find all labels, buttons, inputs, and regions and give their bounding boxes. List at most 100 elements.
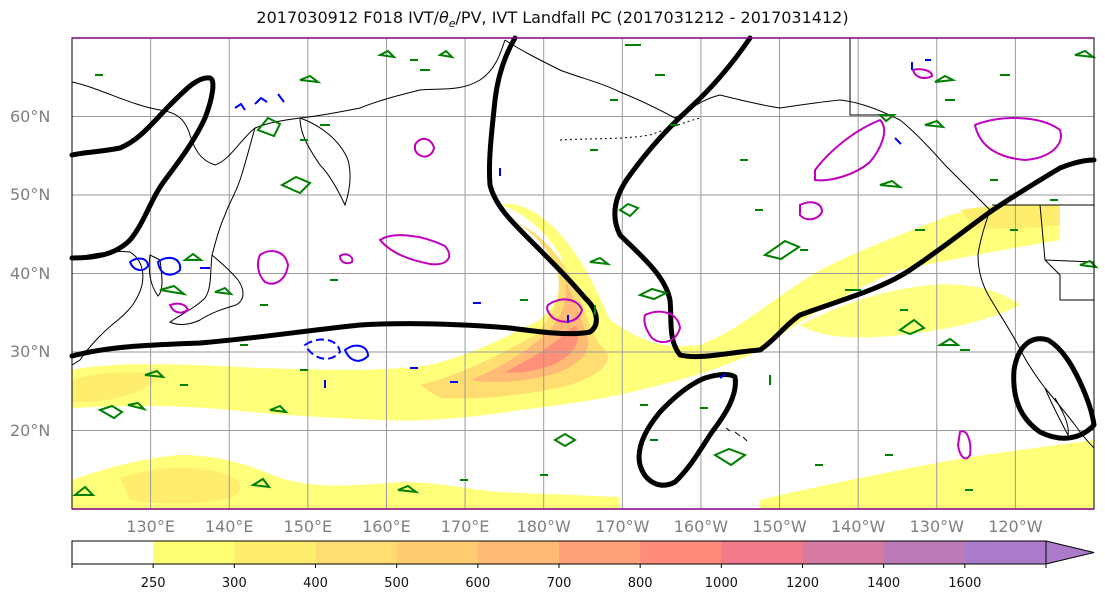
pv-pos-contour-33 xyxy=(260,279,771,385)
map-panel xyxy=(69,35,1099,510)
lat-label: 40°N xyxy=(10,263,51,283)
theta-e-contour-12 xyxy=(338,253,354,265)
pv-pos-contour-24 xyxy=(934,74,1010,83)
pv-neg-1 xyxy=(128,257,150,272)
pv-pos-contour-1 xyxy=(279,175,312,195)
pv-pos-contour-5 xyxy=(72,485,96,496)
coastlines xyxy=(71,38,1095,449)
pc-contour-west-loop xyxy=(69,75,216,261)
theta-e-contour-6 xyxy=(814,118,886,182)
pv-pos-contour-34 xyxy=(590,99,763,211)
colorbar-label: 250 xyxy=(140,576,166,591)
pv-pos-contour-35 xyxy=(650,179,1058,441)
ivt-shading xyxy=(72,204,1094,509)
pv-positive-contours xyxy=(72,44,1099,496)
coastline-korea xyxy=(148,254,163,297)
theta-e-contour-11 xyxy=(168,302,190,314)
pc-contour-central xyxy=(69,35,599,359)
pv-pos-contour-32 xyxy=(95,59,548,481)
theta-e-contour-10 xyxy=(911,68,934,79)
lon-label: 150°W xyxy=(752,517,807,536)
lon-label: 140°W xyxy=(830,517,886,536)
colorbar-box-0 xyxy=(72,541,154,564)
lon-label: 160°E xyxy=(362,517,411,536)
theta-e-contour-5 xyxy=(643,310,682,344)
pv-neg-8 xyxy=(200,267,418,388)
pv-negative-contours xyxy=(128,59,931,388)
coastline-baja xyxy=(1044,387,1069,437)
theta-e-contours xyxy=(168,68,1062,460)
lon-label: 140°E xyxy=(204,517,254,536)
coastline-japan xyxy=(169,254,244,325)
ivt-south-band-3 xyxy=(760,440,1094,509)
pv-pos-contour-15 xyxy=(589,256,612,266)
ivt-band-core-3 xyxy=(505,326,579,373)
pv-pos-contour-31 xyxy=(594,305,973,491)
pv-pos-contour-13 xyxy=(553,432,577,448)
pv-pos-contour-25 xyxy=(924,99,955,129)
ivt-east-patch xyxy=(800,284,1020,338)
colorbar-box-5 xyxy=(477,541,560,564)
colorbar-label: 1200 xyxy=(785,576,820,591)
ivt-south-band-2 xyxy=(120,467,241,504)
lat-label: 50°N xyxy=(10,185,51,204)
coastline-hawaii xyxy=(725,427,748,442)
lat-label: 20°N xyxy=(10,420,51,440)
colorbar-box-3 xyxy=(315,541,398,564)
colorbar-box-6 xyxy=(559,541,641,564)
colorbar-label: 1600 xyxy=(948,576,982,591)
pc-contour-east xyxy=(612,35,1097,360)
coastline-aleutians xyxy=(559,117,701,141)
pv-pos-contour-30 xyxy=(900,229,1099,351)
pv-neg-6 xyxy=(450,168,727,383)
pv-pos-contour-17 xyxy=(712,447,748,467)
lon-label: 180°W xyxy=(516,517,571,536)
colorbar-label: 1000 xyxy=(704,576,738,591)
pc-contour-hawaii-loop xyxy=(636,372,738,488)
lon-label: 150°E xyxy=(283,517,333,536)
pv-pos-contour-7 xyxy=(182,252,204,261)
pv-neg-5 xyxy=(234,93,285,111)
pv-pos-contour-19 xyxy=(845,289,926,336)
pv-pos-contour-9 xyxy=(144,369,166,379)
pv-pos-contour-2 xyxy=(299,74,322,84)
pv-pos-contour-18 xyxy=(762,239,802,261)
theta-e-contour-4 xyxy=(546,298,584,323)
colorbar-box-9 xyxy=(802,541,885,564)
pv-pos-contour-0 xyxy=(256,116,282,138)
pv-pos-contour-14 xyxy=(618,202,640,218)
theta-e-contour-1 xyxy=(414,137,436,158)
pv-pos-contour-20 xyxy=(936,337,961,346)
lon-label: 130°W xyxy=(909,517,964,536)
pv-neg-3 xyxy=(303,338,342,360)
pv-neg-7 xyxy=(894,59,931,145)
colorbar-box-10 xyxy=(883,541,966,564)
colorbar-label: 400 xyxy=(303,576,328,591)
ivt-ne-patch xyxy=(960,205,1060,229)
pv-pos-contour-10 xyxy=(180,384,289,414)
coastline-okhotsk xyxy=(211,127,256,256)
colorbar-label: 1400 xyxy=(867,576,901,591)
pc-contour-california-loop xyxy=(1011,336,1097,441)
pv-neg-2 xyxy=(156,256,182,276)
lat-label: 60°N xyxy=(10,106,51,126)
lon-label: 170°W xyxy=(595,517,650,536)
pv-pos-contour-27 xyxy=(437,44,665,76)
colorbar-box-8 xyxy=(721,541,803,564)
pv-pos-contour-23 xyxy=(1074,49,1097,59)
theta-e-contour-7 xyxy=(973,117,1062,162)
colorbar-extend-arrow xyxy=(1045,540,1095,565)
lon-label: 130°E xyxy=(126,517,175,536)
pv-pos-contour-26 xyxy=(877,114,897,123)
lon-label: 160°W xyxy=(673,517,729,536)
colorbar-label: 300 xyxy=(221,576,247,591)
lon-label: 120°W xyxy=(988,517,1043,536)
ivt-landfall-pc-contours xyxy=(69,35,1097,488)
pv-pos-contour-29 xyxy=(300,69,430,141)
theta-e-contour-2 xyxy=(378,234,451,266)
colorbar-box-2 xyxy=(234,541,316,564)
pv-pos-contour-8 xyxy=(214,286,234,296)
chart-title: 2017030912 F018 IVT/θe/PV, IVT Landfall … xyxy=(256,8,849,31)
colorbar-label: 500 xyxy=(384,576,410,591)
coastline-alaska xyxy=(504,39,991,211)
